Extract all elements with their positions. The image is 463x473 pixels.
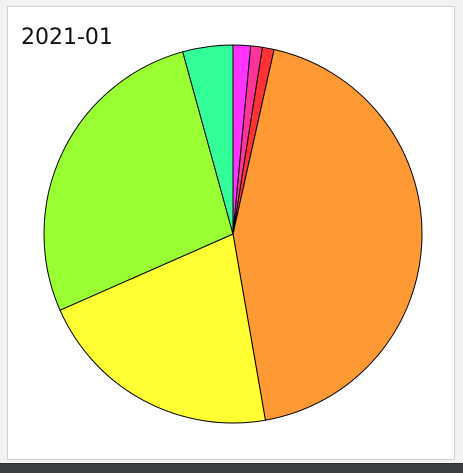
chart-title: 2021-01 bbox=[21, 25, 113, 50]
pie-slice-6 bbox=[43, 51, 234, 311]
chart-panel: 2021-01 bbox=[7, 6, 455, 460]
pie-slice-5 bbox=[59, 233, 266, 424]
bottom-bar bbox=[0, 463, 463, 473]
pie-slice-4 bbox=[232, 49, 423, 421]
pie-chart bbox=[43, 44, 423, 424]
pie-slice-7 bbox=[182, 44, 234, 235]
